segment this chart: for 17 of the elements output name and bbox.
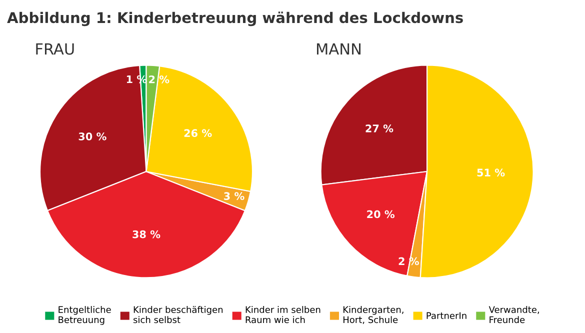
- legend-label: PartnerIn: [426, 312, 466, 320]
- data-label: 2 %: [149, 75, 170, 84]
- chart-title: Abbildung 1: Kinderbetreuung während des Lockdowns: [7, 12, 463, 26]
- data-label: 38 %: [132, 230, 160, 238]
- data-label: 20 %: [367, 210, 395, 218]
- chart-subtitle: FRAU: [36, 43, 74, 55]
- data-label: 27 %: [366, 124, 394, 132]
- legend-label: Entgeltliche Betreuung: [58, 306, 111, 325]
- legend-label: Kinder im selben Raum wie ich: [246, 306, 320, 324]
- data-label: 51 %: [477, 168, 505, 177]
- data-label: 26 %: [184, 129, 212, 138]
- data-label: 30 %: [78, 132, 106, 140]
- legend-label: Kindergarten, Hort, Schule: [343, 306, 404, 324]
- legend-label: Kinder beschäftigen sich selbst: [134, 306, 223, 324]
- chart-subtitle: MANN: [316, 43, 360, 55]
- data-label: 3 %: [224, 192, 244, 200]
- legend-label: Verwandte, Freunde: [488, 306, 539, 324]
